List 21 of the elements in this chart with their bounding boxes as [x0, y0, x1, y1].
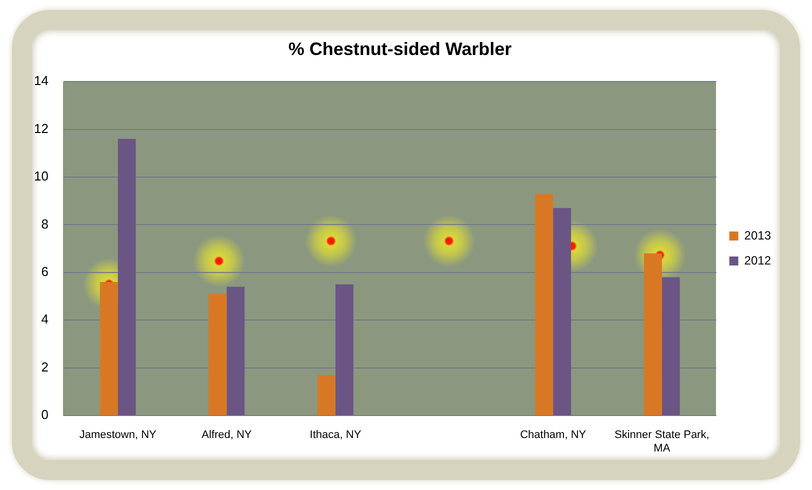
y-tick-label: 12 — [34, 120, 48, 136]
bar — [335, 284, 354, 416]
y-tick-label: 14 — [34, 73, 48, 88]
x-tick-label: Skinner State Park, MA — [614, 429, 710, 454]
legend-label: 2012 — [744, 253, 772, 268]
y-tick-label: 10 — [34, 168, 48, 184]
chart-title: % Chestnut-sided Warbler — [288, 38, 512, 59]
bar — [118, 138, 136, 416]
y-tick-label: 2 — [41, 359, 48, 374]
bar — [208, 294, 227, 416]
y-tick-label: 4 — [41, 312, 48, 327]
y-tick-label: 0 — [41, 407, 48, 422]
x-tick-label: Ithaca, NY — [310, 429, 362, 442]
bar — [318, 375, 336, 416]
x-tick-label: Chatham, NY — [520, 429, 587, 442]
y-tick-label: 8 — [41, 216, 48, 232]
x-tick-label: Alfred, NY — [202, 429, 252, 442]
y-tick-label: 6 — [41, 264, 48, 280]
x-tick-label: Jamestown, NY — [79, 429, 158, 442]
bar — [535, 194, 554, 416]
legend-label: 2013 — [744, 228, 772, 242]
